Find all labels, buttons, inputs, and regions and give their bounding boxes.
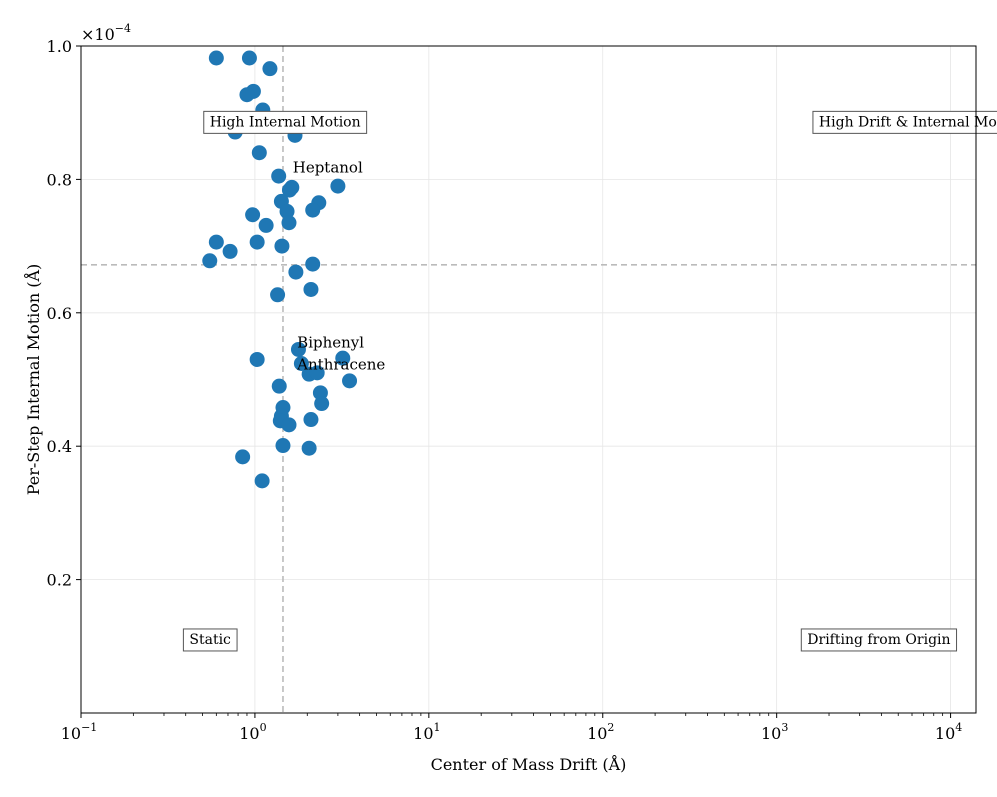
- data-point: [330, 178, 346, 194]
- data-point: [249, 234, 265, 250]
- data-point: [274, 238, 290, 254]
- data-point: [301, 440, 317, 456]
- data-point: [314, 396, 330, 412]
- data-point: [235, 449, 251, 465]
- quadrant-label-box: [800, 628, 958, 652]
- data-point: [241, 50, 257, 66]
- data-point: [208, 50, 224, 66]
- data-point: [279, 203, 295, 219]
- data-point: [305, 202, 321, 218]
- data-point: [251, 145, 267, 161]
- data-point: [305, 256, 321, 272]
- data-point: [202, 253, 218, 269]
- quadrant-label-text: High Drift & Internal Motion: [819, 114, 997, 130]
- x-tick-label: 104: [935, 721, 962, 743]
- data-point: [258, 217, 274, 233]
- data-point: [245, 207, 261, 223]
- plot-frame: [80, 45, 977, 714]
- x-tick-label: 102: [587, 721, 614, 743]
- quadrant-label-box: [203, 110, 368, 134]
- threshold-layer: [81, 46, 976, 713]
- data-point: [335, 350, 351, 366]
- data-point: [222, 243, 238, 259]
- data-point: [262, 61, 278, 77]
- data-point: [271, 168, 287, 184]
- y-tick-label: 0.2: [47, 571, 72, 590]
- data-point: [275, 438, 291, 454]
- quadrant-labels: High Internal Motion High Drift & Interna…: [182, 110, 997, 652]
- y-axis-label: Per-Step Internal Motion (Å): [23, 264, 43, 496]
- data-point: [281, 182, 297, 198]
- x-tick-label: 101: [413, 721, 440, 743]
- y-tick-label: 0.4: [47, 437, 72, 456]
- quadrant-label-box: [812, 110, 997, 134]
- axis-ticks: 10−1 100 101 102 103 104 0.2 0.4 0.6 0.8 1.0: [47, 37, 963, 743]
- quadrant-label-text: Drifting from Origin: [807, 632, 950, 648]
- quadrant-label-text: Static: [189, 632, 231, 648]
- grid-layer: [80, 45, 976, 713]
- quadrant-label: High Internal Motion: [203, 110, 368, 134]
- x-tick-label: 100: [239, 721, 266, 743]
- x-tick-label: 10−1: [61, 721, 98, 743]
- x-tick-label: 103: [761, 721, 788, 743]
- point-annotation: Anthracene: [296, 355, 385, 373]
- point-annotation: Biphenyl: [297, 333, 364, 351]
- data-point: [208, 234, 224, 250]
- x-axis-label: Center of Mass Drift (Å): [431, 754, 627, 774]
- quadrant-label: High Drift & Internal Motion: [812, 110, 997, 134]
- y-tick-label: 0.6: [47, 304, 72, 323]
- quadrant-label-text: High Internal Motion: [210, 114, 361, 130]
- point-annotation: Heptanol: [293, 159, 363, 177]
- data-point: [290, 341, 306, 357]
- y-axis-exponent: ×10−4: [81, 22, 131, 44]
- quadrant-label: Drifting from Origin: [800, 628, 958, 652]
- data-point: [288, 264, 304, 280]
- data-point: [270, 287, 286, 303]
- data-point: [309, 365, 325, 381]
- data-point: [293, 355, 309, 371]
- annotations: Heptanol Biphenyl Anthracene: [293, 159, 386, 374]
- data-point: [254, 473, 270, 489]
- quadrant-label-box: [182, 628, 238, 652]
- data-point: [249, 351, 265, 367]
- quadrant-label: Static: [182, 628, 238, 652]
- data-point: [342, 373, 358, 389]
- data-point: [303, 281, 319, 297]
- y-tick-label: 1.0: [47, 37, 72, 56]
- y-tick-label: 0.8: [47, 170, 72, 189]
- data-point: [303, 412, 319, 428]
- data-point: [239, 87, 255, 103]
- data-point: [281, 417, 297, 433]
- data-point: [281, 215, 297, 231]
- data-point: [271, 378, 287, 394]
